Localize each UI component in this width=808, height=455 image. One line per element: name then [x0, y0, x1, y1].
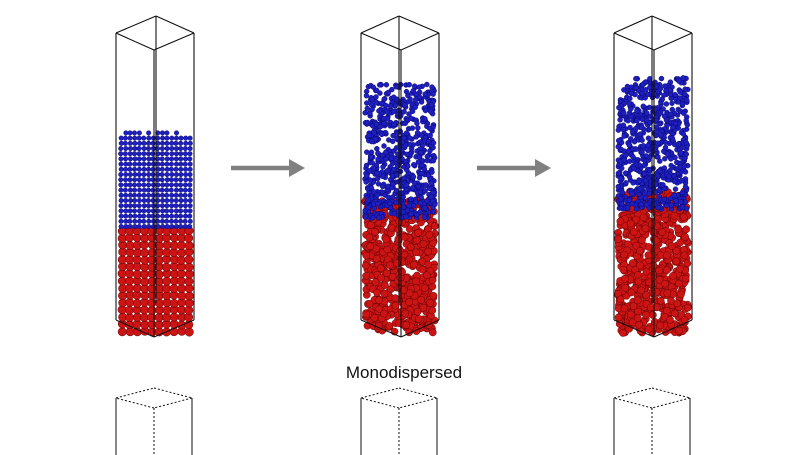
arrow-mixing-to-segregated: [477, 159, 551, 177]
particle-bed-1: [117, 130, 194, 337]
arrows-layer: [231, 159, 551, 177]
particles-layer: [117, 75, 692, 337]
boxes-layer: [115, 15, 693, 338]
lower-container-box-3: [613, 387, 691, 455]
container-box-2: [360, 15, 440, 338]
particle-bed-2: [361, 81, 439, 337]
lower-container-box-2: [360, 387, 438, 455]
particle-bed-3: [614, 75, 692, 337]
bottom-boxes-layer: [115, 387, 691, 455]
container-box-3: [613, 15, 693, 338]
container-box-1: [115, 15, 195, 338]
arrow-initial-to-mixing: [231, 159, 305, 177]
lower-container-box-1: [115, 387, 193, 455]
caption-monodispersed: Monodispersed: [345, 363, 463, 382]
